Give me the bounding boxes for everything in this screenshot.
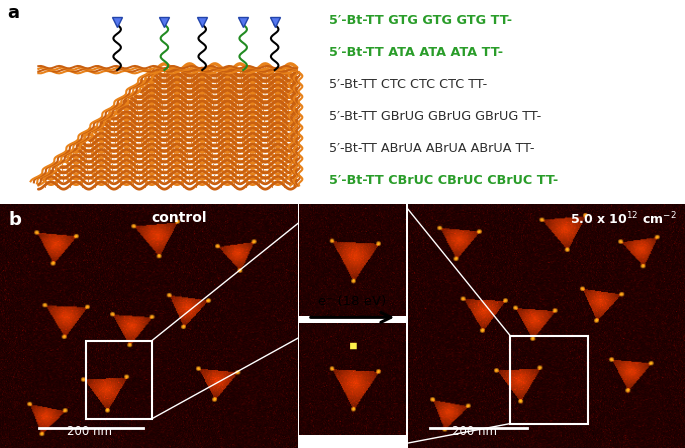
Bar — [86, 340, 152, 419]
Text: 5′-Bt-TT CBrUC CBrUC CBrUC TT-: 5′-Bt-TT CBrUC CBrUC CBrUC TT- — [329, 174, 558, 187]
Text: control: control — [151, 211, 207, 225]
Text: a: a — [7, 4, 19, 22]
Text: 200 nm: 200 nm — [451, 425, 497, 438]
Text: 5′-Bt-TT GTG GTG GTG TT-: 5′-Bt-TT GTG GTG GTG TT- — [329, 14, 512, 27]
Text: e⁻ (18 eV): e⁻ (18 eV) — [319, 295, 386, 308]
Bar — [510, 336, 588, 424]
Text: 5′-Bt-TT GBrUG GBrUG GBrUG TT-: 5′-Bt-TT GBrUG GBrUG GBrUG TT- — [329, 110, 541, 123]
Text: 5′-Bt-TT ABrUA ABrUA ABrUA TT-: 5′-Bt-TT ABrUA ABrUA ABrUA TT- — [329, 142, 534, 155]
Text: 5′-Bt-TT CTC CTC CTC TT-: 5′-Bt-TT CTC CTC CTC TT- — [329, 78, 487, 91]
Text: 200 nm: 200 nm — [67, 425, 112, 438]
Text: 5′-Bt-TT ATA ATA ATA TT-: 5′-Bt-TT ATA ATA ATA TT- — [329, 46, 503, 60]
Text: 5.0 x 10$^{12}$ cm$^{-2}$: 5.0 x 10$^{12}$ cm$^{-2}$ — [570, 211, 677, 228]
Text: b: b — [9, 211, 22, 229]
